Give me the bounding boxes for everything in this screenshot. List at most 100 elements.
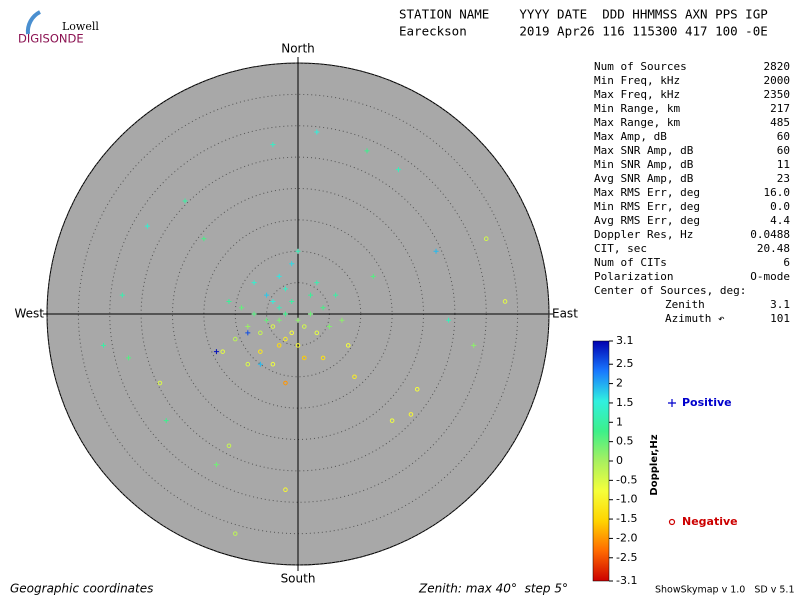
source-positive: [251, 311, 257, 317]
legend-plus: [668, 399, 676, 407]
source-negative: [283, 380, 288, 386]
source-negative: [414, 387, 420, 392]
stat-label: Max Amp, dB: [594, 130, 667, 143]
legend-circle: [668, 518, 676, 526]
source-positive: [245, 324, 251, 330]
colorbar-tick-label: 1.5: [616, 396, 634, 409]
source-positive: [314, 280, 320, 286]
stat-label: Avg SNR Amp, dB: [594, 172, 694, 185]
stat-label: Min SNR Amp, dB: [594, 158, 694, 171]
source-positive: [270, 142, 276, 148]
stat-label: Num of CITs: [594, 256, 667, 269]
source-positive: [245, 330, 251, 336]
source-positive: [289, 261, 295, 267]
stat-label: Max SNR Amp, dB: [594, 144, 694, 157]
source-positive: [100, 342, 106, 348]
source-negative: [232, 531, 238, 536]
source-positive: [276, 273, 282, 279]
source-positive: [276, 305, 282, 311]
stat-label: Min Range, km: [594, 102, 680, 115]
source-positive: [295, 317, 301, 323]
stat-label: CIT, sec: [594, 242, 647, 255]
source-positive: [289, 298, 295, 304]
logo-bottom: DIGISONDE: [18, 32, 84, 46]
source-positive: [308, 311, 314, 317]
source-positive: [264, 292, 270, 298]
colorbar-tick-label: -2.0: [616, 531, 637, 544]
stat-value: 60: [777, 144, 790, 157]
center-value: 101: [770, 312, 790, 325]
source-negative: [157, 380, 163, 386]
stat-label: Max Range, km: [594, 116, 680, 129]
colorbar-tick-label: -1.0: [616, 493, 637, 506]
source-positive: [213, 349, 219, 355]
source-negative: [226, 443, 232, 449]
colorbar-tick-label: 2: [616, 377, 623, 390]
colorbar-tick-label: 1: [616, 415, 623, 428]
source-negative: [295, 343, 301, 348]
source-positive: [264, 317, 270, 323]
source-negative: [283, 487, 288, 493]
colorbar-tick-label: -2.5: [616, 551, 637, 564]
direction-label: North: [281, 42, 315, 56]
stat-value: 6: [783, 256, 790, 269]
source-negative: [314, 330, 320, 336]
source-positive: [295, 248, 301, 254]
source-positive: [251, 280, 257, 286]
stat-value: O-mode: [750, 270, 790, 283]
source-positive: [308, 292, 314, 298]
source-positive: [446, 317, 452, 323]
source-negative: [345, 343, 351, 348]
header-labels: STATION NAME YYYY DATE DDD HHMMSS AXN PP…: [399, 7, 768, 22]
stat-value: 4.4: [770, 214, 790, 227]
stat-value: 11: [777, 158, 790, 171]
colorbar-label: Doppler,Hz: [649, 434, 660, 495]
stat-value: 60: [777, 130, 790, 143]
stat-value: 0.0: [770, 200, 790, 213]
source-negative: [301, 355, 307, 361]
stat-value: 2820: [764, 60, 791, 73]
source-negative: [270, 361, 276, 367]
source-negative: [283, 336, 288, 342]
stat-value: 16.0: [764, 186, 791, 199]
source-positive: [339, 317, 345, 323]
stat-value: 217: [770, 102, 790, 115]
center-label: Azimuth ↶: [665, 312, 725, 325]
stat-label: Num of Sources: [594, 60, 687, 73]
legend-negative: Negative: [682, 515, 738, 528]
header-values: Eareckson 2019 Apr26 116 115300 417 100 …: [399, 24, 768, 39]
source-positive: [333, 292, 339, 298]
direction-label: West: [14, 307, 44, 321]
colorbar-tick-label: 0: [616, 454, 623, 467]
source-negative: [276, 343, 282, 348]
source-positive: [163, 418, 169, 424]
logo-swoosh: [25, 10, 42, 35]
stat-label: Max Freq, kHz: [594, 88, 680, 101]
source-positive: [364, 148, 370, 154]
source-positive: [433, 248, 439, 254]
source-negative: [258, 330, 263, 336]
center-label: Zenith: [665, 298, 705, 311]
source-positive: [182, 198, 188, 204]
source-negative: [502, 299, 508, 304]
colorbar-tick-label: -1.5: [616, 512, 637, 525]
stat-label: Avg RMS Err, deg: [594, 214, 700, 227]
colorbar-tick-label: 2.5: [616, 357, 634, 370]
stat-value: 0.0488: [750, 228, 790, 241]
source-positive: [239, 305, 245, 311]
source-positive: [126, 355, 132, 361]
source-negative: [408, 412, 414, 417]
direction-label: South: [281, 572, 316, 586]
source-negative: [245, 361, 251, 367]
source-positive: [370, 273, 376, 279]
source-positive: [282, 311, 288, 317]
colorbar-tick-label: 3.1: [616, 334, 634, 347]
source-negative: [258, 349, 263, 354]
stat-label: Doppler Res, Hz: [594, 228, 693, 241]
colorbar-tick-label: 0.5: [616, 435, 634, 448]
source-positive: [276, 317, 282, 323]
source-positive: [471, 342, 477, 348]
source-positive: [226, 298, 232, 304]
colorbar-tick-label: -3.1: [616, 574, 637, 587]
footer-right: ShowSkymap v 1.0 SD v 5.1: [655, 585, 795, 596]
